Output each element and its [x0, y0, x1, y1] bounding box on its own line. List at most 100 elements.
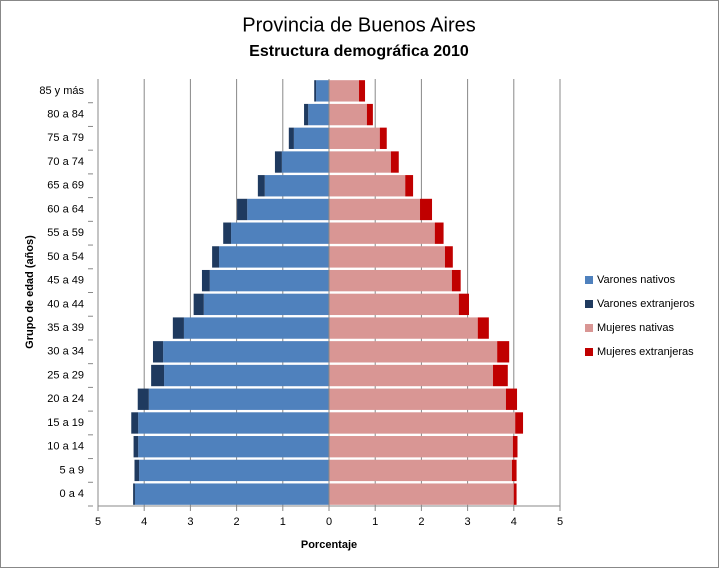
bar: [293, 127, 329, 149]
y-tick-label: 35 a 39: [47, 322, 84, 334]
bar: [458, 293, 469, 316]
bar: [133, 436, 139, 458]
legend-swatch: [585, 300, 593, 308]
bar: [512, 436, 518, 458]
bar: [212, 246, 220, 268]
bar: [329, 222, 435, 244]
legend-label: Mujeres nativas: [597, 322, 675, 334]
bar: [420, 198, 433, 221]
y-tick-label: 15 a 19: [47, 417, 84, 429]
y-tick-label: 25 a 29: [47, 369, 84, 381]
bar: [329, 198, 421, 221]
bar: [193, 293, 204, 316]
bar: [223, 222, 232, 244]
y-tick-label: 60 a 64: [47, 203, 84, 215]
bar: [329, 293, 459, 316]
bar: [308, 103, 329, 126]
legend-swatch: [585, 348, 593, 356]
y-tick-label: 80 a 84: [47, 108, 84, 120]
bar: [329, 175, 406, 197]
bar: [274, 151, 282, 173]
bar: [219, 246, 329, 268]
bar: [172, 317, 184, 339]
bar: [139, 459, 329, 482]
bar: [138, 436, 329, 458]
legend-swatch: [585, 324, 593, 332]
bar: [209, 269, 329, 292]
bar: [513, 483, 517, 505]
bar: [329, 127, 380, 149]
x-tick-label: 4: [141, 516, 147, 528]
bar: [247, 198, 329, 221]
y-tick-label: 10 a 14: [47, 441, 84, 453]
y-tick-label: 65 a 69: [47, 180, 84, 192]
y-tick-label: 70 a 74: [47, 156, 84, 168]
legend-label: Mujeres extranjeras: [597, 346, 694, 358]
bar: [134, 459, 140, 482]
x-tick-label: 3: [465, 516, 471, 528]
bar: [390, 151, 399, 173]
y-axis-title: Grupo de edad (años): [24, 235, 36, 349]
y-tick-label: 45 a 49: [47, 275, 84, 287]
bar: [366, 103, 373, 126]
bar: [477, 317, 489, 339]
legend-swatch: [585, 276, 593, 284]
bar: [451, 269, 461, 292]
bar: [329, 246, 445, 268]
y-tick-label: 5 a 9: [60, 464, 84, 476]
bar: [359, 80, 366, 102]
y-tick-label: 85 y más: [39, 85, 84, 97]
y-tick-label: 55 a 59: [47, 227, 84, 239]
bar: [329, 459, 512, 482]
bar: [329, 317, 478, 339]
bar: [405, 175, 414, 197]
x-tick-label: 4: [511, 516, 517, 528]
bar: [148, 388, 329, 410]
bar: [133, 483, 135, 505]
bar: [329, 412, 516, 434]
x-axis-title: Porcentaje: [301, 539, 357, 551]
bar: [304, 103, 309, 126]
bar: [329, 364, 494, 387]
bar: [329, 341, 498, 363]
y-tick-label: 75 a 79: [47, 132, 84, 144]
x-tick-label: 1: [372, 516, 378, 528]
bar: [329, 151, 391, 173]
legend-label: Varones nativos: [597, 274, 676, 286]
bar: [511, 459, 517, 482]
bar: [131, 412, 139, 434]
y-tick-label: 30 a 34: [47, 346, 84, 358]
legend-label: Varones extranjeros: [597, 298, 695, 310]
bar: [151, 364, 165, 387]
bar: [329, 80, 360, 102]
bar: [444, 246, 453, 268]
bar: [493, 364, 508, 387]
y-tick-label: 20 a 24: [47, 393, 84, 405]
bar: [316, 80, 329, 102]
bar: [137, 388, 149, 410]
bar: [264, 175, 329, 197]
bar: [314, 80, 317, 102]
x-tick-label: 0: [326, 516, 332, 528]
x-tick-label: 1: [280, 516, 286, 528]
bar: [152, 341, 164, 363]
bar: [183, 317, 329, 339]
x-tick-label: 5: [95, 516, 101, 528]
bar: [203, 293, 329, 316]
bar: [257, 175, 265, 197]
bar: [288, 127, 294, 149]
bar: [163, 341, 329, 363]
bar: [497, 341, 510, 363]
bar: [379, 127, 387, 149]
y-tick-label: 0 a 4: [60, 488, 84, 500]
bar: [201, 269, 210, 292]
bar: [329, 103, 367, 126]
bar: [281, 151, 329, 173]
bar: [231, 222, 329, 244]
bar: [329, 436, 513, 458]
bar: [515, 412, 524, 434]
x-tick-label: 2: [418, 516, 424, 528]
chart-subtitle: Estructura demográfica 2010: [249, 43, 469, 60]
bar: [329, 269, 452, 292]
